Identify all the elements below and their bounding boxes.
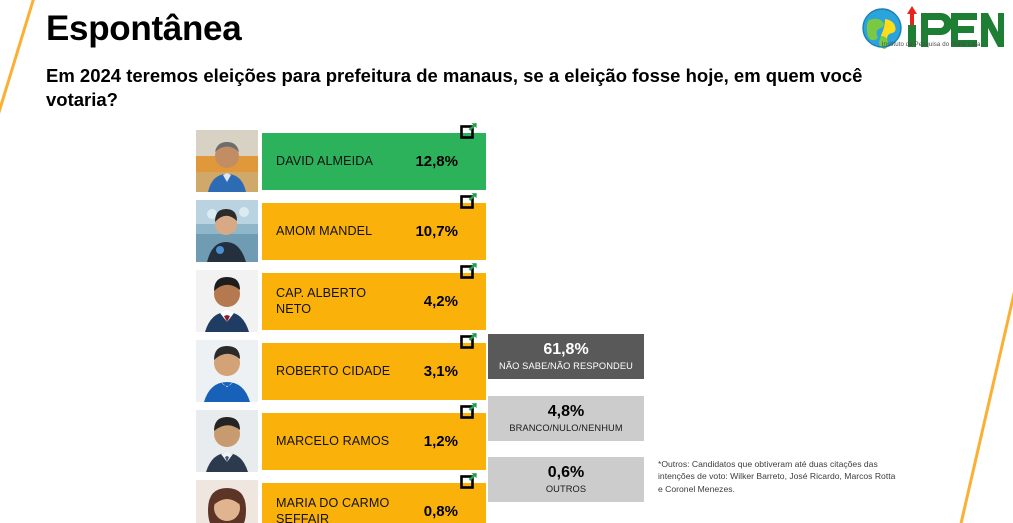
bar-orange[interactable]: ROBERTO CIDADE 3,1% [262, 343, 486, 400]
avatar [196, 410, 258, 472]
candidate-percent: 1,2% [423, 433, 458, 450]
table-row[interactable]: MARCELO RAMOS 1,2% [196, 402, 486, 472]
footnote: *Outros: Candidatos que obtiveram até du… [658, 459, 896, 494]
stat-box-branco-nulo: 4,8% BRANCO/NULO/NENHUM [488, 396, 644, 441]
candidate-percent: 10,7% [415, 223, 458, 240]
bar-orange[interactable]: MARCELO RAMOS 1,2% [262, 413, 486, 470]
candidate-name: MARIA DO CARMO SEFFAIR [276, 495, 390, 523]
candidate-percent: 4,2% [423, 293, 458, 310]
candidate-name: DAVID ALMEIDA [276, 153, 373, 168]
page-subtitle: Em 2024 teremos eleições para prefeitura… [46, 65, 863, 111]
candidate-percent: 3,1% [423, 363, 458, 380]
stat-percent: 61,8% [543, 340, 589, 358]
avatar [196, 480, 258, 523]
stat-box-nao-sabe: 61,8% NÃO SABE/NÃO RESPONDEU [488, 334, 644, 379]
table-row[interactable]: MARIA DO CARMO SEFFAIR 0,8% [196, 472, 486, 523]
bar-orange[interactable]: MARIA DO CARMO SEFFAIR 0,8% [262, 483, 486, 523]
avatar [196, 200, 258, 262]
bar-green[interactable]: DAVID ALMEIDA 12,8% [262, 133, 486, 190]
avatar [196, 130, 258, 192]
external-link-icon[interactable] [460, 332, 478, 350]
stat-percent: 0,6% [547, 463, 585, 481]
candidate-name: CAP. ALBERTO NETO [276, 285, 367, 316]
avatar [196, 340, 258, 402]
bar-orange[interactable]: AMOM MANDEL 10,7% [262, 203, 486, 260]
decorative-diagonal-left [0, 0, 36, 120]
table-row[interactable]: AMOM MANDEL 10,7% [196, 192, 486, 262]
avatar [196, 270, 258, 332]
stat-label: NÃO SABE/NÃO RESPONDEU [499, 361, 633, 372]
stat-label: BRANCO/NULO/NENHUM [509, 423, 623, 434]
ipen-logo [859, 6, 1005, 52]
stat-percent: 4,8% [547, 402, 585, 420]
candidate-name: ROBERTO CIDADE [276, 363, 391, 378]
table-row[interactable]: CAP. ALBERTO NETO 4,2% [196, 262, 486, 332]
candidate-percent: 0,8% [423, 503, 458, 520]
external-link-icon[interactable] [460, 122, 478, 140]
candidate-list: DAVID ALMEIDA 12,8% [196, 122, 486, 523]
candidate-name: MARCELO RAMOS [276, 433, 390, 448]
bar-orange[interactable]: CAP. ALBERTO NETO 4,2% [262, 273, 486, 330]
table-row[interactable]: ROBERTO CIDADE 3,1% [196, 332, 486, 402]
table-row[interactable]: DAVID ALMEIDA 12,8% [196, 122, 486, 192]
stat-label: OUTROS [545, 484, 587, 495]
logo-tagline: Instituto de Pesquisa do Norte Ltda. [881, 41, 983, 48]
external-link-icon[interactable] [460, 472, 478, 490]
candidate-name: AMOM MANDEL [276, 223, 373, 238]
candidate-percent: 12,8% [415, 153, 458, 170]
external-link-icon[interactable] [460, 262, 478, 280]
decorative-diagonal-right [956, 290, 1013, 523]
external-link-icon[interactable] [460, 192, 478, 210]
external-link-icon[interactable] [460, 402, 478, 420]
stat-box-outros: 0,6% OUTROS [488, 457, 644, 502]
page-title: Espontânea [46, 9, 242, 48]
